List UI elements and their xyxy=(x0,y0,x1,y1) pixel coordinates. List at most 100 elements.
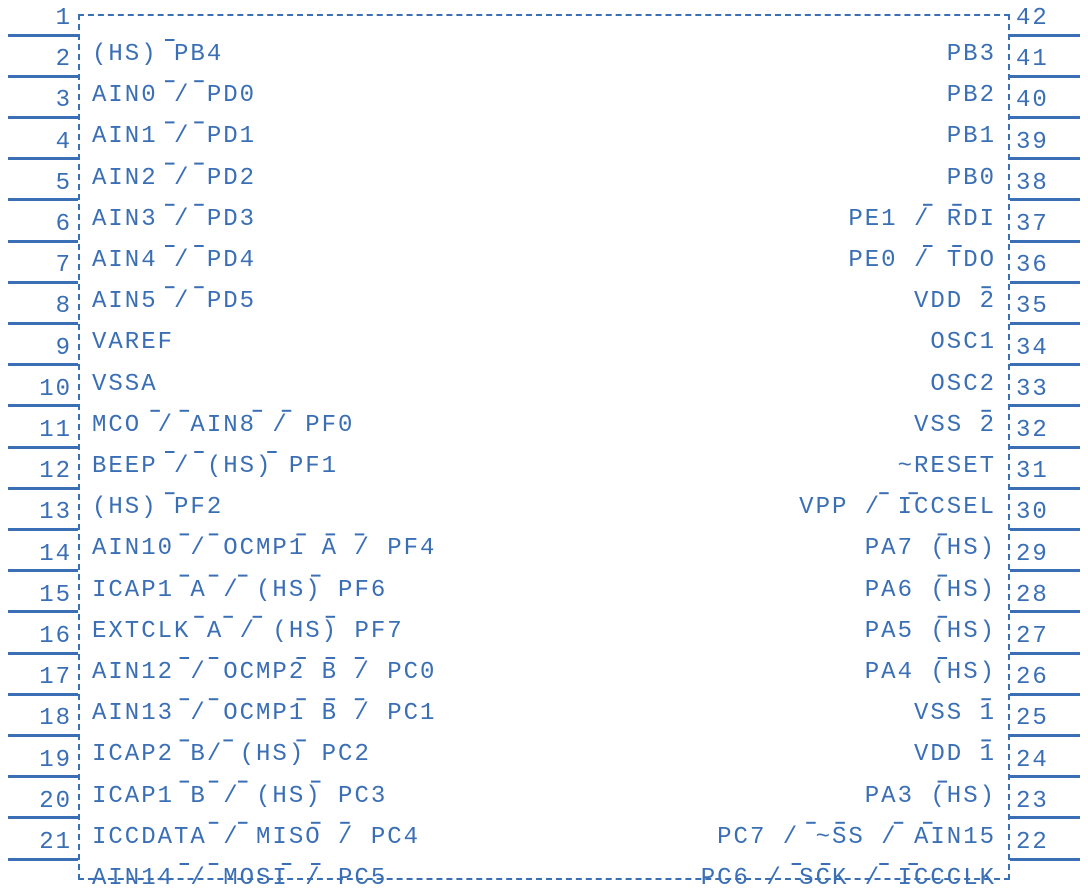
left-pin-lead xyxy=(8,528,78,531)
pin-label-right: PA5 (HS) xyxy=(865,618,996,645)
left-pin-number: 21 xyxy=(39,829,72,856)
left-pin-lead xyxy=(8,363,78,366)
pin-label-right: PA6 (HS) xyxy=(865,577,996,604)
left-pin-number: 8 xyxy=(56,293,72,320)
right-pin-lead xyxy=(1010,734,1080,737)
right-pin-lead xyxy=(1010,75,1080,78)
pin-label-left: AIN1 / PD1 xyxy=(92,123,256,150)
right-pin-number: 33 xyxy=(1016,376,1049,403)
left-pin-lead xyxy=(8,734,78,737)
left-pin-lead xyxy=(8,198,78,201)
left-pin-number: 6 xyxy=(56,211,72,238)
pin-label-left: (HS) PB4 xyxy=(92,41,223,68)
pin-label-left: AIN2 / PD2 xyxy=(92,165,256,192)
right-pin-number: 29 xyxy=(1016,541,1049,568)
right-pin-lead xyxy=(1010,116,1080,119)
left-pin-lead xyxy=(8,858,78,861)
right-pin-number: 24 xyxy=(1016,747,1049,774)
pin-label-left: ICAP1 A / (HS) PF6 xyxy=(92,577,387,604)
pin-label-left: EXTCLK A / (HS) PF7 xyxy=(92,618,404,645)
left-pin-lead xyxy=(8,322,78,325)
right-pin-lead xyxy=(1010,240,1080,243)
pin-label-right: PB3 xyxy=(947,41,996,68)
right-pin-lead xyxy=(1010,858,1080,861)
pin-label-left: MCO / AIN8 / PF0 xyxy=(92,412,354,439)
left-pin-lead xyxy=(8,487,78,490)
left-pin-lead xyxy=(8,240,78,243)
left-pin-lead xyxy=(8,775,78,778)
pin-label-right: PA7 (HS) xyxy=(865,535,996,562)
pin-label-right: PE1 / RDI xyxy=(848,206,996,233)
right-pin-lead xyxy=(1010,775,1080,778)
right-pin-number: 26 xyxy=(1016,664,1049,691)
right-pin-number: 36 xyxy=(1016,252,1049,279)
left-pin-number: 1 xyxy=(56,5,72,32)
right-pin-lead xyxy=(1010,610,1080,613)
right-pin-lead xyxy=(1010,198,1080,201)
left-pin-lead xyxy=(8,610,78,613)
pin-label-left: AIN10 / OCMP1 A / PF4 xyxy=(92,535,436,562)
left-pin-number: 14 xyxy=(39,541,72,568)
left-pin-number: 4 xyxy=(56,129,72,156)
left-pin-lead xyxy=(8,652,78,655)
left-pin-number: 10 xyxy=(39,376,72,403)
pin-label-left: BEEP / (HS) PF1 xyxy=(92,453,338,480)
right-pin-lead xyxy=(1010,487,1080,490)
left-pin-lead xyxy=(8,816,78,819)
left-pin-number: 13 xyxy=(39,499,72,526)
pin-label-left: AIN5 / PD5 xyxy=(92,288,256,315)
pin-label-left: AIN0 / PD0 xyxy=(92,82,256,109)
left-pin-lead xyxy=(8,157,78,160)
right-pin-number: 38 xyxy=(1016,170,1049,197)
right-pin-number: 39 xyxy=(1016,129,1049,156)
right-pin-lead xyxy=(1010,816,1080,819)
right-pin-lead xyxy=(1010,34,1080,37)
left-pin-number: 2 xyxy=(56,46,72,73)
left-pin-number: 7 xyxy=(56,252,72,279)
pin-label-left: AIN14 / MOSI / PC5 xyxy=(92,865,387,892)
pin-label-right: VPP / ICCSEL xyxy=(799,494,996,521)
right-pin-lead xyxy=(1010,693,1080,696)
pin-label-right: PC6 / SCK / ICCCLK xyxy=(701,865,996,892)
pin-label-left: VAREF xyxy=(92,329,174,356)
right-pin-number: 41 xyxy=(1016,46,1049,73)
right-pin-number: 42 xyxy=(1016,5,1049,32)
pin-label-right: PC7 / ~SS / AIN15 xyxy=(717,824,996,851)
pin-label-right: VDD 2 xyxy=(914,288,996,315)
right-pin-number: 25 xyxy=(1016,705,1049,732)
pin-label-right: OSC2 xyxy=(930,371,996,398)
right-pin-lead xyxy=(1010,528,1080,531)
left-pin-lead xyxy=(8,446,78,449)
right-pin-number: 27 xyxy=(1016,623,1049,650)
left-pin-lead xyxy=(8,404,78,407)
pin-label-right: PB2 xyxy=(947,82,996,109)
pin-label-left: ICCDATA / MISO / PC4 xyxy=(92,824,420,851)
left-pin-lead xyxy=(8,116,78,119)
left-pin-lead xyxy=(8,693,78,696)
pin-label-left: VSSA xyxy=(92,371,158,398)
right-pin-number: 34 xyxy=(1016,335,1049,362)
right-pin-lead xyxy=(1010,281,1080,284)
pin-label-right: OSC1 xyxy=(930,329,996,356)
left-pin-number: 15 xyxy=(39,582,72,609)
right-pin-number: 30 xyxy=(1016,499,1049,526)
left-pin-lead xyxy=(8,281,78,284)
right-pin-lead xyxy=(1010,363,1080,366)
pin-label-right: VSS 2 xyxy=(914,412,996,439)
right-pin-number: 35 xyxy=(1016,293,1049,320)
right-pin-lead xyxy=(1010,569,1080,572)
left-pin-number: 11 xyxy=(39,417,72,444)
right-pin-number: 31 xyxy=(1016,458,1049,485)
right-pin-lead xyxy=(1010,404,1080,407)
left-pin-number: 3 xyxy=(56,87,72,114)
right-pin-number: 28 xyxy=(1016,582,1049,609)
pin-label-right: ~RESET xyxy=(898,453,996,480)
pin-label-left: (HS) PF2 xyxy=(92,494,223,521)
right-pin-lead xyxy=(1010,157,1080,160)
pin-label-right: PA4 (HS) xyxy=(865,659,996,686)
left-pin-number: 20 xyxy=(39,788,72,815)
pin-label-right: PB1 xyxy=(947,123,996,150)
pin-label-left: ICAP1 B / (HS) PC3 xyxy=(92,783,387,810)
left-pin-lead xyxy=(8,34,78,37)
left-pin-number: 12 xyxy=(39,458,72,485)
